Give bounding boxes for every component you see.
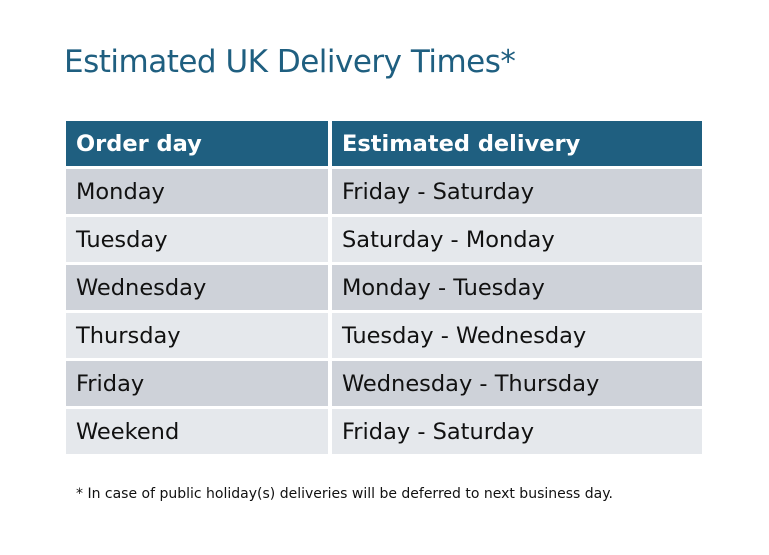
table-row: Monday Friday - Saturday [66, 169, 702, 214]
order-day-cell: Monday [66, 169, 328, 214]
delivery-cell: Saturday - Monday [332, 217, 702, 262]
header-estimated-delivery: Estimated delivery [332, 121, 702, 166]
table-row: Friday Wednesday - Thursday [66, 361, 702, 406]
table-header: Order day Estimated delivery [66, 121, 702, 166]
order-day-cell: Tuesday [66, 217, 328, 262]
delivery-table: Order day Estimated delivery Monday Frida… [62, 118, 706, 457]
table-row: Wednesday Monday - Tuesday [66, 265, 702, 310]
table-row: Weekend Friday - Saturday [66, 409, 702, 454]
delivery-cell: Friday - Saturday [332, 169, 702, 214]
order-day-cell: Weekend [66, 409, 328, 454]
table-row: Thursday Tuesday - Wednesday [66, 313, 702, 358]
delivery-cell: Wednesday - Thursday [332, 361, 702, 406]
delivery-cell: Friday - Saturday [332, 409, 702, 454]
order-day-cell: Friday [66, 361, 328, 406]
footnote: * In case of public holiday(s) deliverie… [76, 486, 613, 502]
page-title: Estimated UK Delivery Times* [64, 44, 516, 80]
order-day-cell: Wednesday [66, 265, 328, 310]
table-row: Tuesday Saturday - Monday [66, 217, 702, 262]
delivery-cell: Monday - Tuesday [332, 265, 702, 310]
order-day-cell: Thursday [66, 313, 328, 358]
header-order-day: Order day [66, 121, 328, 166]
delivery-cell: Tuesday - Wednesday [332, 313, 702, 358]
